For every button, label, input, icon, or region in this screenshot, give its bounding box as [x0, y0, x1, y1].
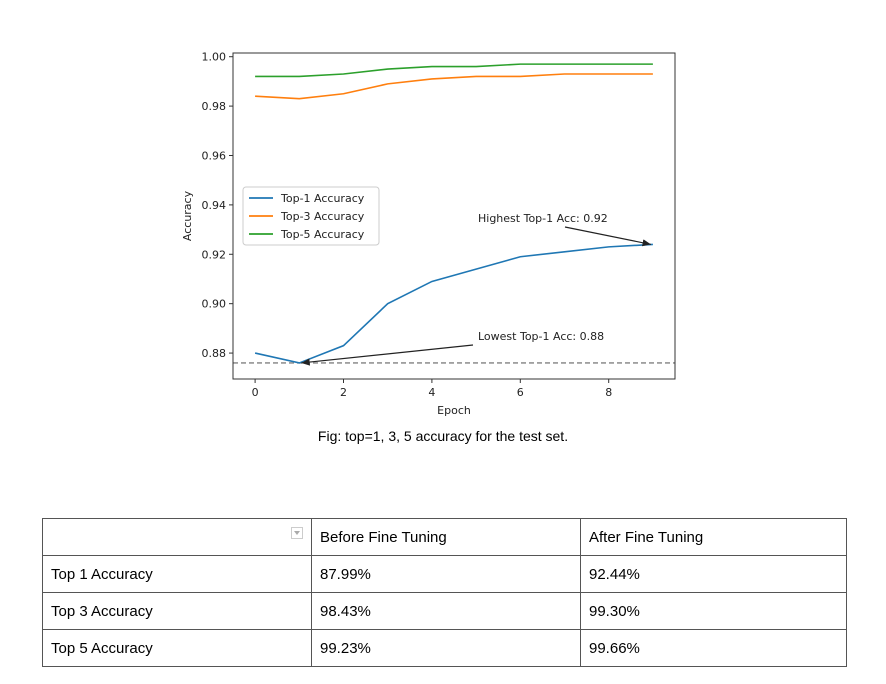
x-tick-label: 6 — [517, 386, 524, 399]
legend-label: Top-5 Accuracy — [280, 228, 365, 241]
lowest-annotation-label: Lowest Top-1 Acc: 0.88 — [478, 330, 604, 343]
table-row: Top 3 Accuracy 98.43% 99.30% — [42, 592, 847, 630]
y-axis: 0.88 0.90 0.92 0.94 0.96 0.98 1.00 — [202, 51, 233, 360]
y-tick-label: 0.94 — [202, 199, 227, 212]
series-line-3 — [255, 63, 653, 78]
table-header-empty — [42, 518, 312, 556]
series-line-2 — [255, 73, 653, 100]
plot-area — [233, 63, 675, 364]
y-tick-label: 0.90 — [202, 298, 227, 311]
legend-label: Top-1 Accuracy — [280, 192, 365, 205]
x-axis-label: Epoch — [437, 404, 471, 417]
after-value: 92.44% — [580, 555, 847, 593]
row-label: Top 5 Accuracy — [42, 629, 312, 667]
after-value: 99.66% — [580, 629, 847, 667]
series-line-1 — [254, 243, 653, 364]
before-value: 87.99% — [311, 555, 581, 593]
table-header-before: Before Fine Tuning — [311, 518, 581, 556]
legend-box — [242, 186, 380, 246]
x-tick-label: 8 — [605, 386, 612, 399]
table-header-row: Before Fine Tuning After Fine Tuning — [42, 518, 847, 556]
figure-caption: Fig: top=1, 3, 5 accuracy for the test s… — [317, 428, 569, 444]
x-tick-label: 4 — [428, 386, 435, 399]
row-label: Top 3 Accuracy — [42, 592, 312, 630]
row-label: Top 1 Accuracy — [42, 555, 312, 593]
lowest-annotation-arrow — [301, 344, 474, 366]
x-tick-label: 0 — [252, 386, 259, 399]
results-table: Before Fine Tuning After Fine Tuning Top… — [42, 518, 847, 667]
annotations: Highest Top-1 Acc: 0.92 Lowest Top-1 Acc:… — [301, 212, 652, 366]
table-row: Top 5 Accuracy 99.23% 99.66% — [42, 629, 847, 667]
y-tick-label: 0.92 — [202, 248, 227, 261]
x-axis: 0 2 4 6 8 — [252, 379, 612, 399]
legend: Top-1 Accuracy Top-3 Accuracy Top-5 Accura… — [242, 186, 380, 246]
after-value: 99.30% — [580, 592, 847, 630]
before-value: 99.23% — [311, 629, 581, 667]
accuracy-line-chart: 0.88 0.90 0.92 0.94 0.96 0.98 1.00 0 2 4 6 8 Accur… — [181, 51, 676, 417]
y-tick-label: 0.98 — [202, 100, 227, 113]
y-axis-label: Accuracy — [181, 190, 194, 241]
table-row: Top 1 Accuracy 87.99% 92.44% — [42, 555, 847, 593]
before-value: 98.43% — [311, 592, 581, 630]
y-tick-label: 1.00 — [202, 51, 227, 64]
legend-label: Top-3 Accuracy — [280, 210, 365, 223]
highest-annotation-label: Highest Top-1 Acc: 0.92 — [478, 212, 608, 225]
x-tick-label: 2 — [340, 386, 347, 399]
highest-annotation-arrow — [564, 226, 652, 247]
table-header-after: After Fine Tuning — [580, 518, 847, 556]
filter-dropdown-icon[interactable] — [291, 527, 303, 539]
y-tick-label: 0.88 — [202, 347, 227, 360]
y-tick-label: 0.96 — [202, 149, 227, 162]
plot-frame — [232, 52, 676, 380]
